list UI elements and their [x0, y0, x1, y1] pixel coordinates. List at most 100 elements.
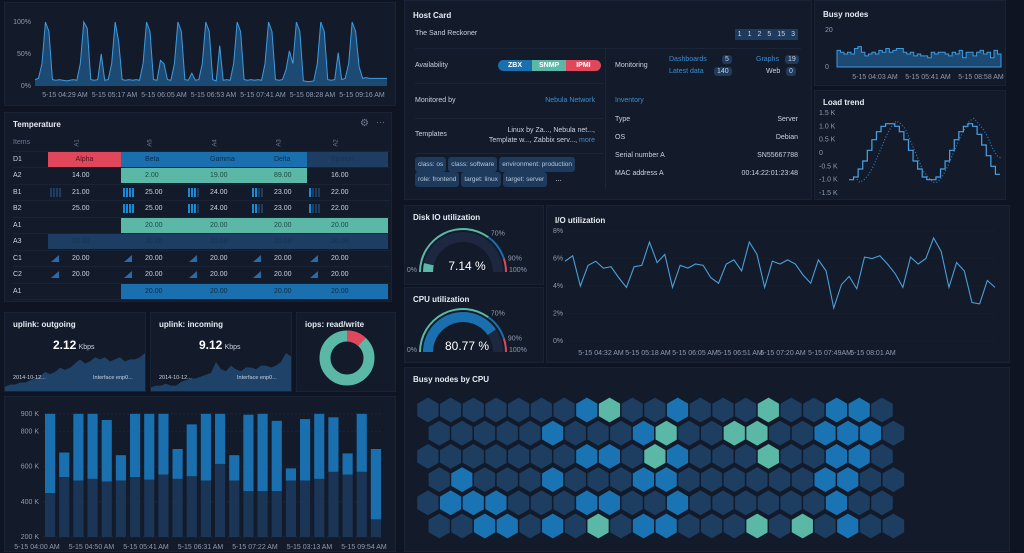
node-hexagon[interactable] — [574, 442, 600, 471]
node-hexagon[interactable] — [438, 442, 463, 471]
node-hexagon[interactable] — [744, 511, 770, 541]
node-hexagon[interactable] — [495, 419, 520, 448]
node-hexagon[interactable] — [801, 488, 827, 517]
table-cell[interactable]: 20.00 — [250, 283, 307, 299]
node-hexagon[interactable] — [812, 511, 838, 541]
node-hexagon[interactable] — [506, 488, 532, 517]
node-hexagon[interactable] — [847, 395, 872, 425]
node-hexagon[interactable] — [461, 395, 486, 425]
tag[interactable]: target: server — [502, 172, 548, 187]
node-hexagon[interactable] — [608, 465, 634, 494]
node-hexagon[interactable] — [744, 465, 770, 494]
node-hexagon[interactable] — [427, 511, 452, 541]
node-hexagon[interactable] — [710, 488, 736, 517]
table-cell[interactable]: 2.00 — [121, 168, 186, 184]
problem-count[interactable]: 2 — [757, 31, 762, 38]
node-hexagon[interactable] — [495, 465, 520, 494]
node-hexagon[interactable] — [699, 419, 725, 448]
node-hexagon[interactable] — [654, 419, 679, 448]
node-hexagon[interactable] — [676, 465, 702, 494]
node-hexagon[interactable] — [597, 442, 622, 471]
column-header[interactable]: A5 — [121, 135, 186, 150]
node-hexagon[interactable] — [427, 465, 452, 494]
node-hexagon[interactable] — [858, 511, 883, 541]
node-hexagon[interactable] — [756, 395, 781, 425]
node-hexagon[interactable] — [790, 419, 815, 448]
node-hexagon[interactable] — [778, 395, 804, 425]
node-hexagon[interactable] — [506, 395, 532, 425]
node-hexagon[interactable] — [835, 465, 861, 494]
table-cell[interactable]: 21.00 — [48, 185, 121, 200]
table-cell[interactable]: 20.00 — [121, 217, 186, 233]
table-cell[interactable]: 25.00 — [121, 185, 186, 200]
node-hexagon[interactable] — [767, 511, 793, 541]
node-hexagon[interactable] — [665, 488, 690, 517]
node-hexagon[interactable] — [824, 395, 849, 425]
node-hexagon[interactable] — [540, 419, 566, 448]
node-hexagon[interactable] — [835, 419, 861, 448]
node-hexagon[interactable] — [654, 465, 679, 494]
table-cell[interactable]: 20.00 — [121, 267, 186, 282]
node-hexagon[interactable] — [608, 511, 634, 541]
node-hexagon[interactable] — [551, 488, 577, 517]
table-cell[interactable]: 20.00 — [48, 267, 121, 282]
table-cell[interactable]: 16.00 — [307, 168, 388, 183]
node-hexagon[interactable] — [688, 395, 713, 425]
tag[interactable]: target: linux — [461, 172, 501, 187]
node-hexagon[interactable] — [415, 488, 441, 517]
node-hexagon[interactable] — [812, 419, 838, 448]
table-cell[interactable]: 20.00 — [48, 251, 121, 266]
node-hexagon[interactable] — [529, 395, 554, 425]
table-cell[interactable]: 20.00 — [186, 217, 250, 233]
node-hexagon[interactable] — [415, 395, 441, 425]
node-hexagon[interactable] — [597, 395, 622, 425]
node-hexagon[interactable] — [461, 442, 486, 471]
table-cell[interactable]: Delta — [250, 151, 307, 167]
dashboards-link[interactable]: Dashboards — [669, 56, 707, 63]
problem-count[interactable]: 15 — [777, 31, 786, 38]
node-hexagon[interactable] — [597, 488, 622, 517]
node-hexagon[interactable] — [438, 488, 463, 517]
table-cell[interactable]: 23.00 — [250, 201, 307, 216]
node-hexagon[interactable] — [438, 395, 463, 425]
table-cell[interactable]: 25.00 — [48, 201, 121, 216]
table-cell[interactable]: 20.00 — [186, 251, 250, 266]
table-cell[interactable]: Gamma — [186, 151, 250, 167]
table-cell[interactable]: 23.00 — [250, 185, 307, 200]
table-cell[interactable]: 24.00 — [186, 185, 250, 200]
more-options-icon[interactable]: ··· — [376, 117, 385, 127]
node-hexagon[interactable] — [824, 442, 849, 471]
node-hexagon[interactable] — [574, 488, 600, 517]
node-hexagon[interactable] — [699, 511, 725, 541]
column-header[interactable]: A2 — [307, 135, 388, 150]
node-hexagon[interactable] — [483, 488, 509, 517]
node-hexagon[interactable] — [585, 465, 611, 494]
table-cell[interactable]: 20.00 — [307, 234, 388, 250]
node-hexagon[interactable] — [654, 511, 679, 541]
node-hexagon[interactable] — [563, 465, 588, 494]
node-hexagon[interactable] — [574, 395, 600, 425]
node-hexagon[interactable] — [767, 419, 793, 448]
node-hexagon[interactable] — [540, 511, 566, 541]
tag[interactable]: class: software — [448, 157, 498, 172]
node-hexagon[interactable] — [585, 511, 611, 541]
node-hexagon[interactable] — [881, 465, 906, 494]
node-hexagon[interactable] — [722, 511, 747, 541]
node-hexagon[interactable] — [858, 465, 883, 494]
node-hexagon[interactable] — [517, 511, 543, 541]
node-hexagon[interactable] — [756, 488, 781, 517]
node-hexagon[interactable] — [778, 442, 804, 471]
node-hexagon[interactable] — [517, 465, 543, 494]
node-hexagon[interactable] — [506, 442, 532, 471]
node-hexagon[interactable] — [756, 442, 781, 471]
node-hexagon[interactable] — [642, 442, 668, 471]
node-hexagon[interactable] — [688, 488, 713, 517]
node-hexagon[interactable] — [517, 419, 543, 448]
node-hexagon[interactable] — [585, 419, 611, 448]
node-hexagon[interactable] — [483, 442, 509, 471]
table-cell[interactable]: 22.00 — [307, 201, 388, 216]
table-cell[interactable]: 14.00 — [48, 168, 121, 183]
node-hexagon[interactable] — [767, 465, 793, 494]
node-hexagon[interactable] — [620, 488, 645, 517]
ipmi-badge[interactable]: IPMI — [566, 60, 601, 71]
